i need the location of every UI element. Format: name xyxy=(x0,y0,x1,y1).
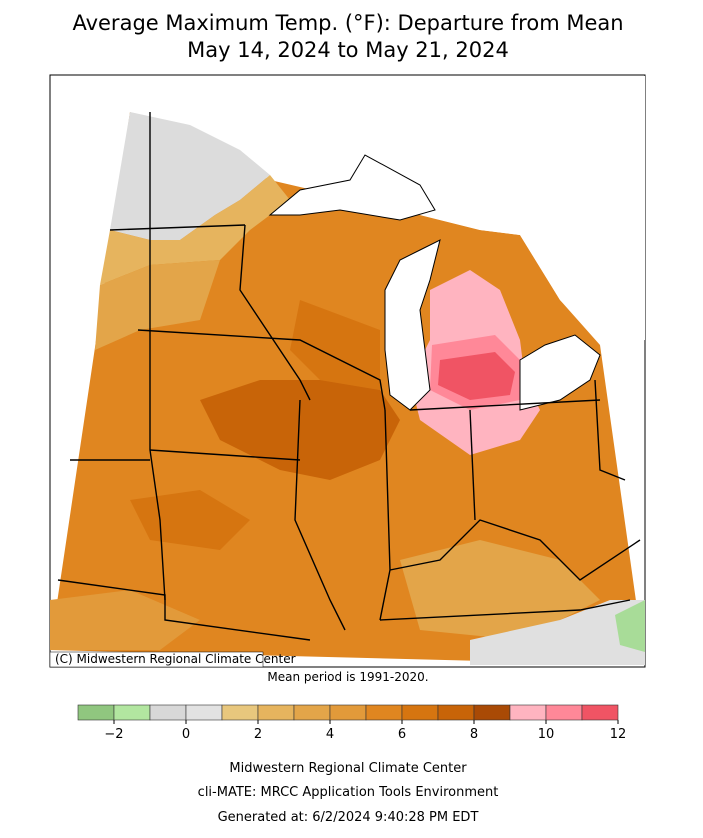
colorbar-box xyxy=(437,704,475,721)
footer-line: cli-MATE: MRCC Application Tools Environ… xyxy=(198,785,499,800)
colorbar-box xyxy=(581,704,619,721)
tick-label: 8 xyxy=(470,727,478,742)
credit: (C) Midwestern Regional Climate Center xyxy=(55,652,296,666)
tick-label: 10 xyxy=(538,727,555,742)
colorbar-box xyxy=(473,704,511,721)
colorbar-box xyxy=(365,704,403,721)
tick-label: 2 xyxy=(254,727,262,742)
colorbar-box xyxy=(185,704,223,721)
tick-label: −2 xyxy=(104,727,123,742)
colorbar-box xyxy=(221,704,259,721)
colorbar-box xyxy=(401,704,439,721)
colorbar-box xyxy=(509,704,547,721)
tick-label: 12 xyxy=(610,727,627,742)
tick-label: 6 xyxy=(398,727,406,742)
title: Average Maximum Temp. (°F): Departure fr… xyxy=(72,11,623,35)
colorbar-box xyxy=(113,704,151,721)
colorbar: −2 0 2 4 6 8 10 12 xyxy=(77,704,627,742)
colorbar-box xyxy=(77,704,115,721)
footer-line: Midwestern Regional Climate Center xyxy=(229,761,467,776)
subtitle: May 14, 2024 to May 21, 2024 xyxy=(187,38,509,62)
colorbar-box xyxy=(329,704,367,721)
mean-period-note: Mean period is 1991-2020. xyxy=(267,670,428,684)
footer-line: Generated at: 6/2/2024 9:40:28 PM EDT xyxy=(218,810,479,825)
colorbar-box xyxy=(293,704,331,721)
colorbar-box xyxy=(545,704,583,721)
map: (C) Midwestern Regional Climate Center xyxy=(49,74,646,668)
tick-label: 0 xyxy=(182,727,190,742)
tick-label: 4 xyxy=(326,727,334,742)
colorbar-box xyxy=(257,704,295,721)
colorbar-box xyxy=(149,704,187,721)
